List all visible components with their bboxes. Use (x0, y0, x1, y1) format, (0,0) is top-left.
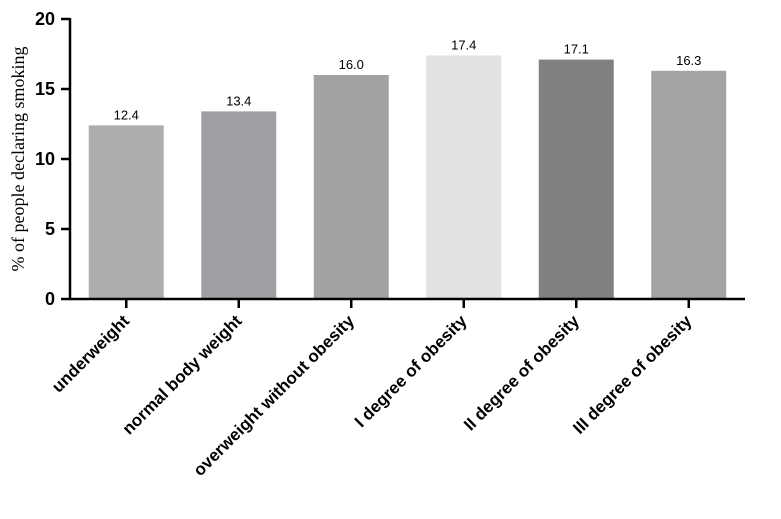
y-tick-label-20: 20 (35, 9, 55, 29)
bar-1 (88, 125, 164, 300)
data-label-2: 13.4 (226, 93, 251, 108)
y-axis: 0 5 10 15 20 (35, 9, 72, 309)
y-tick-label-15: 15 (35, 79, 55, 99)
x-tick-label-6: III degree of obesity (569, 311, 696, 438)
data-label-5: 17.1 (564, 42, 589, 57)
data-label-4: 17.4 (451, 37, 476, 52)
y-tick-label-10: 10 (35, 149, 55, 169)
y-tick-label-0: 0 (45, 289, 55, 309)
data-label-6: 16.3 (676, 53, 701, 68)
x-tick-label-5: II degree of obesity (460, 311, 583, 434)
y-axis-title: % of people declaring smoking (8, 47, 28, 272)
bar-6 (651, 70, 727, 299)
y-tick-label-5: 5 (45, 219, 55, 239)
data-label-1: 12.4 (114, 107, 139, 122)
value-labels-group: 12.4 13.4 16.0 17.4 17.1 16.3 (114, 37, 702, 122)
bars-group (88, 55, 727, 300)
bar-4 (426, 55, 502, 300)
bar-2 (201, 111, 277, 300)
x-tick-label-2: normal body weight (119, 311, 246, 438)
x-tick-label-1: underweight (48, 311, 133, 396)
x-tick-label-4: I degree of obesity (351, 311, 471, 431)
bar-5 (538, 59, 614, 299)
bar-3 (313, 75, 389, 299)
data-label-3: 16.0 (339, 57, 364, 72)
